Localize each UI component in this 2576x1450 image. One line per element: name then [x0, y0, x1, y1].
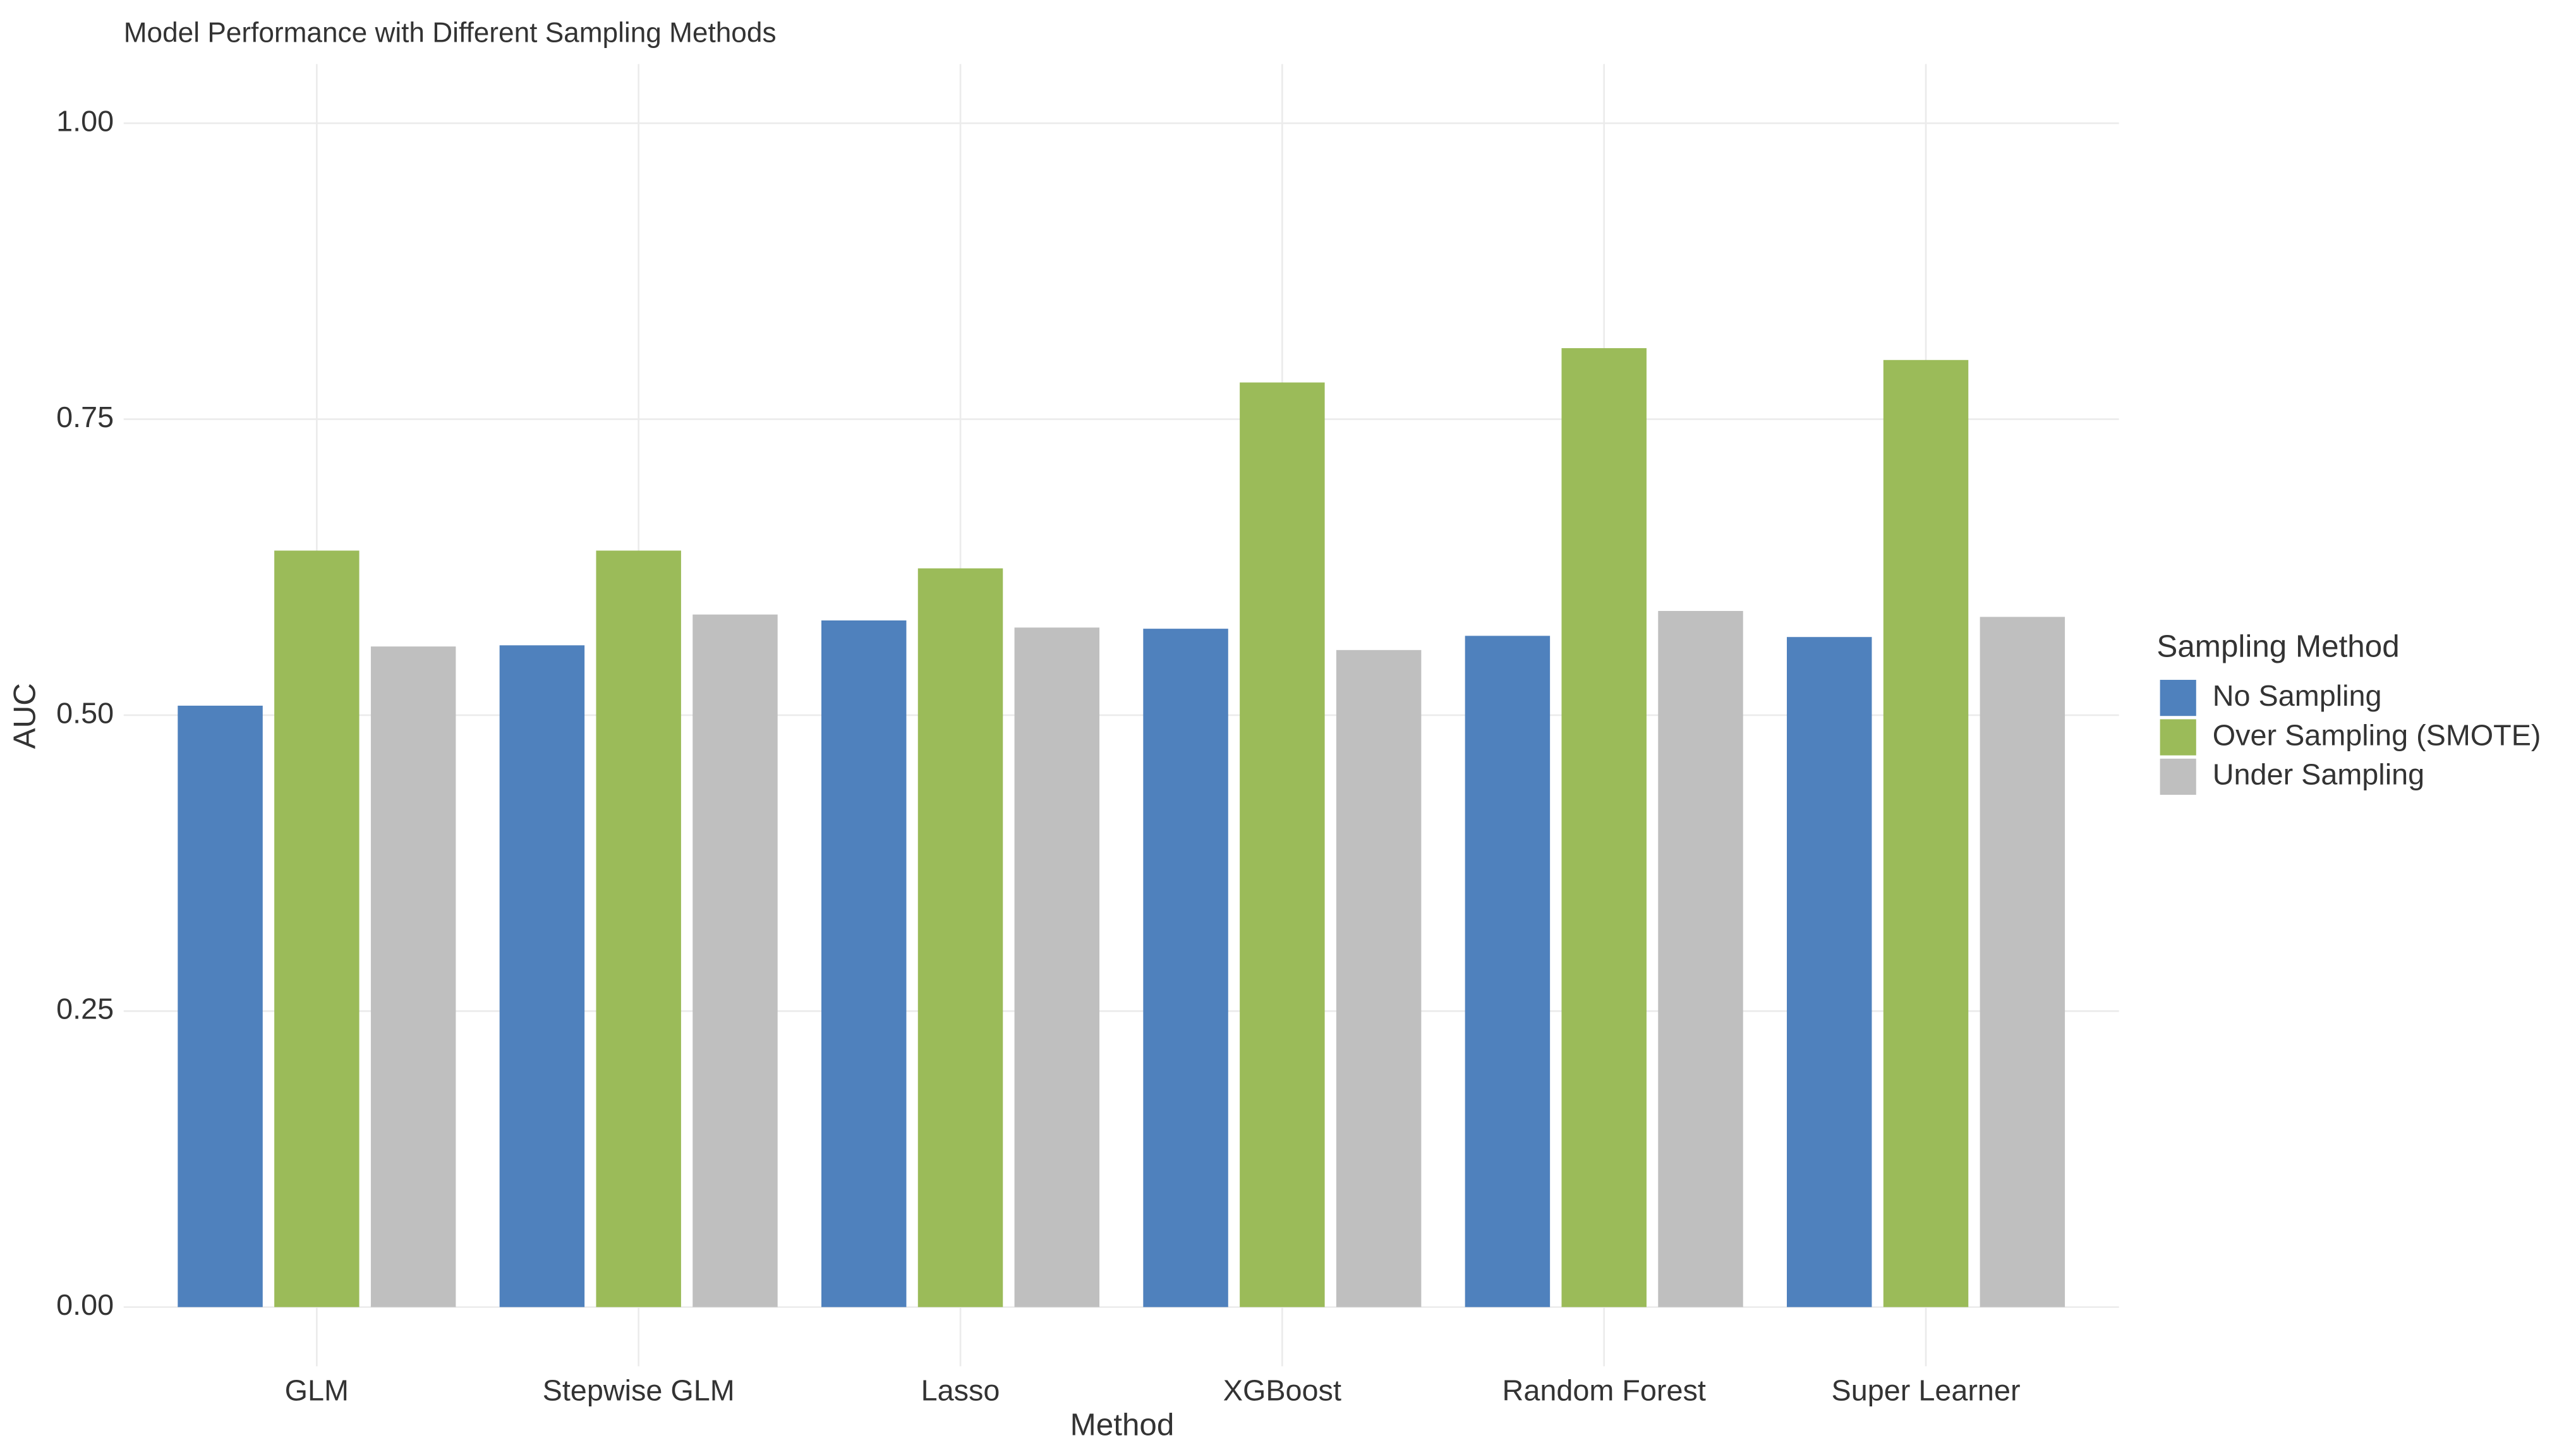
- bar: [1787, 637, 1872, 1307]
- legend-title: Sampling Method: [2156, 629, 2399, 664]
- bar: [1240, 382, 1325, 1307]
- bar: [1561, 348, 1647, 1307]
- bar: [917, 568, 1003, 1307]
- x-tick-label: GLM: [285, 1374, 349, 1406]
- bar: [1014, 627, 1100, 1307]
- bar: [1336, 649, 1422, 1307]
- y-tick-label: 0.00: [56, 1288, 114, 1321]
- bar: [1143, 629, 1228, 1307]
- bar: [821, 620, 907, 1307]
- y-tick-label: 0.50: [56, 696, 114, 729]
- bar: [499, 645, 585, 1307]
- y-tick-label: 1.00: [56, 104, 114, 137]
- legend-key: [2160, 719, 2196, 756]
- bar: [596, 550, 681, 1307]
- bar: [1883, 359, 1969, 1307]
- x-tick-label: Random Forest: [1503, 1374, 1706, 1406]
- y-tick-label: 0.75: [56, 401, 114, 433]
- bar: [370, 646, 456, 1307]
- legend-key: [2160, 758, 2196, 795]
- bar: [1465, 636, 1551, 1307]
- y-axis-title: AUC: [7, 683, 42, 749]
- legend-key: [2160, 680, 2196, 716]
- x-tick-label: Stepwise GLM: [543, 1374, 735, 1406]
- bar: [178, 705, 263, 1307]
- x-tick-label: Super Learner: [1832, 1374, 2021, 1406]
- x-tick-label: Lasso: [921, 1374, 1000, 1406]
- chart-title: Model Performance with Different Samplin…: [124, 17, 777, 48]
- x-tick-label: XGBoost: [1223, 1374, 1341, 1406]
- bar: [274, 550, 360, 1307]
- bar: [1658, 611, 1743, 1307]
- y-tick-label: 0.25: [56, 993, 114, 1025]
- x-axis-title: Method: [1070, 1408, 1175, 1442]
- legend-label: Under Sampling: [2213, 758, 2424, 791]
- legend-label: Over Sampling (SMOTE): [2213, 718, 2541, 751]
- bar: [1980, 617, 2065, 1307]
- legend-label: No Sampling: [2213, 679, 2382, 712]
- bar: [692, 614, 778, 1307]
